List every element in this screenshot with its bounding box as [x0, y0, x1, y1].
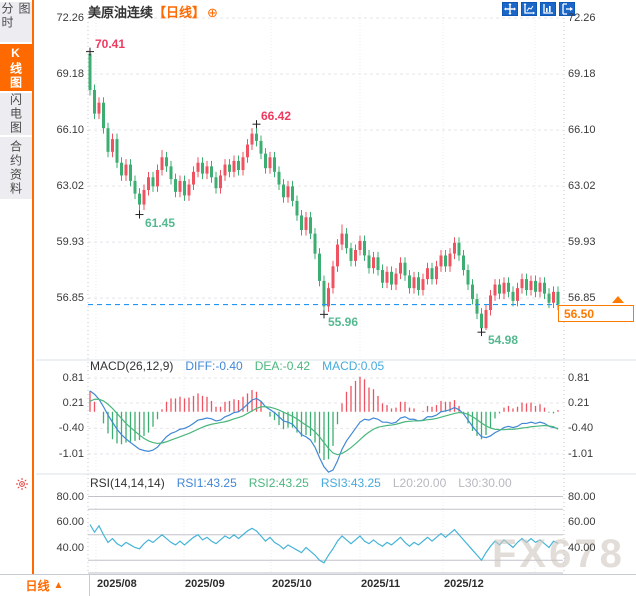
price-marker: 61.45: [145, 216, 176, 230]
macd-dea-value: DEA:-0.42: [254, 359, 311, 373]
y-axis-label: 40.00: [56, 541, 84, 554]
period-label: 日线: [25, 579, 50, 593]
y-axis-label: -1.01: [568, 447, 594, 460]
chart-toolbar: [502, 2, 575, 16]
sidebar: 分时图 K线图 闪电图 合约资料: [0, 0, 34, 574]
y-axis-label: 66.10: [568, 124, 596, 136]
macd-diff-value: DIFF:-0.40: [185, 359, 243, 373]
sidebar-tab-time-chart[interactable]: 分时图: [0, 2, 32, 42]
y-axis-label: 60.00: [56, 516, 84, 528]
y-axis-label: 72.26: [568, 12, 596, 24]
y-axis-label: 0.81: [568, 371, 590, 384]
add-indicator-icon[interactable]: ⊕: [207, 5, 218, 20]
period-tag: 【日线】: [153, 5, 206, 20]
rsi3-value: RSI3:43.25: [320, 476, 381, 490]
collapse-panel-icon[interactable]: [559, 2, 575, 16]
x-axis-date-label: 2025/10: [272, 578, 312, 590]
sidebar-tab-flash-chart[interactable]: 闪电图: [0, 93, 32, 135]
fit-chart-icon[interactable]: [521, 2, 537, 16]
chart-title: 美原油连续【日线】 ⊕: [88, 2, 218, 21]
rsi-l20-value: L20:20.00: [392, 476, 447, 490]
y-axis-label: 0.21: [62, 396, 84, 409]
macd-value: MACD:0.05: [322, 359, 385, 373]
rsi1-value: RSI1:43.25: [176, 476, 237, 490]
y-axis-label: 60.00: [568, 516, 596, 528]
rsi2-value: RSI2:43.25: [248, 476, 309, 490]
x-axis-date-label: 2025/12: [444, 578, 484, 590]
y-axis-label: -0.40: [568, 422, 594, 435]
y-axis-label: -1.01: [58, 447, 84, 460]
y-axis-label: 59.93: [568, 236, 596, 249]
indicator-settings-icon[interactable]: [16, 477, 28, 495]
period-selector-button[interactable]: 日线 ▲: [0, 574, 90, 596]
y-axis-label: -0.40: [58, 422, 84, 435]
triangle-up-icon: ▲: [53, 580, 64, 591]
x-axis-date-label: 2025/09: [185, 578, 225, 590]
symbol-name: 美原油连续: [88, 5, 154, 20]
y-axis-label: 69.18: [568, 68, 596, 80]
y-axis-label: 63.02: [56, 180, 84, 192]
price-marker: 54.98: [488, 333, 519, 347]
y-axis-label: 0.81: [62, 371, 84, 384]
crosshair-move-icon[interactable]: [502, 2, 518, 16]
sidebar-tab-kline-chart[interactable]: K线图: [0, 44, 32, 91]
axis-scale-icon[interactable]: [540, 2, 556, 16]
rsi-params: RSI(14,14,14): [90, 476, 165, 490]
y-axis-label: 56.85: [56, 292, 84, 305]
x-axis-bar: [0, 574, 636, 596]
current-price-badge: 56.50: [558, 305, 634, 322]
price-marker: 55.96: [328, 315, 359, 329]
y-axis-label: 59.93: [56, 236, 84, 249]
y-axis-label: 80.00: [56, 490, 84, 503]
x-axis-date-label: 2025/08: [97, 578, 137, 590]
y-axis-label: 69.18: [56, 68, 84, 80]
y-axis-label: 80.00: [568, 490, 596, 503]
y-axis-label: 56.85: [568, 292, 596, 305]
rsi-header: RSI(14,14,14) RSI1:43.25 RSI2:43.25 RSI3:43…: [90, 476, 524, 490]
y-axis-label: 63.02: [568, 180, 596, 192]
sidebar-tab-contract-info[interactable]: 合约资料: [0, 137, 32, 199]
price-marker: 66.42: [261, 109, 292, 123]
macd-header: MACD(26,12,9) DIFF:-0.40 DEA:-0.42 MACD:0.0…: [90, 359, 396, 373]
y-axis-label: 66.10: [56, 124, 84, 136]
y-axis-label: 0.21: [568, 396, 590, 409]
macd-params: MACD(26,12,9): [90, 359, 174, 373]
y-axis-label: 40.00: [568, 541, 596, 554]
y-axis-label: 72.26: [56, 12, 84, 24]
rsi-l30-value: L30:30.00: [458, 476, 512, 490]
price-marker: 70.41: [95, 37, 126, 51]
x-axis-date-label: 2025/11: [361, 578, 401, 590]
